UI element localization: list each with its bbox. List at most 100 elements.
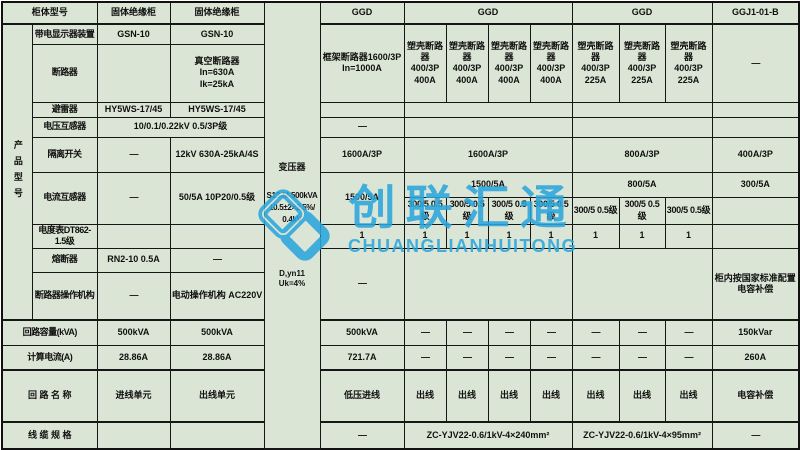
cell-cable-b bbox=[169, 421, 265, 450]
cell-isolator-a: — bbox=[96, 136, 171, 173]
cell-ggj-cable: — bbox=[711, 421, 800, 450]
cell-g1-out-1: 出线 bbox=[403, 369, 447, 423]
cell-mccb-g1-3: 塑壳断路器 400/3P 400A bbox=[487, 23, 531, 103]
cell-ggj-bus: 400A/3P bbox=[711, 136, 800, 173]
cell-lv-current: 721.7A bbox=[319, 344, 405, 371]
cell-breaker-a bbox=[96, 43, 171, 103]
header-ggd-single: GGD bbox=[319, 1, 405, 25]
cell-g1-qty-2: 1 bbox=[445, 223, 489, 249]
cell-mechanism-a: — bbox=[96, 271, 171, 321]
cell-ggj-blank-1 bbox=[711, 101, 800, 118]
transformer-title: 变压器 bbox=[278, 161, 306, 172]
cell-g2-ctcell-3: 300/5 0.5级 bbox=[664, 196, 713, 225]
cell-g2-blank-2 bbox=[571, 116, 713, 138]
cell-g1-ct: 1500/5A bbox=[403, 171, 573, 198]
cell-g2-ctcell-1: 300/5 0.5级 bbox=[571, 196, 620, 225]
cell-g1-qty-4: 1 bbox=[529, 223, 573, 249]
cell-circuit-b: 出线单元 bbox=[169, 369, 265, 423]
cell-g2-out-2: 出线 bbox=[618, 369, 666, 423]
cell-arrester-b: HY5WS-17/45 bbox=[169, 101, 265, 118]
cell-g1-cable: ZC-YJV22-0.6/1kV-4×240mm² bbox=[403, 421, 573, 450]
cell-display-b: GSN-10 bbox=[169, 23, 265, 45]
cell-ggj-circuit: 电容补偿 bbox=[711, 369, 800, 423]
cell-fuse-a: RN2-10 0.5A bbox=[96, 247, 171, 273]
header-ggj: GGJ1-01-B bbox=[711, 1, 800, 25]
cell-current-a: 28.86A bbox=[96, 344, 171, 371]
cell-mechanism-b: 电动操作机构 AC220V bbox=[169, 271, 265, 321]
cell-lv-cable: — bbox=[319, 421, 405, 450]
cell-g2-bus: 800A/3P bbox=[571, 136, 713, 173]
row-label-arrester: 避雷器 bbox=[31, 101, 98, 118]
cell-lv-dash: — bbox=[319, 247, 405, 321]
cell-ct-b: 50/5A 10P20/0.5级 bbox=[169, 171, 265, 225]
row-label-mechanism: 断路器操作机构 bbox=[31, 271, 98, 321]
row-label-ct: 电流互感器 bbox=[31, 171, 98, 225]
cell-g1-cur-2: — bbox=[445, 344, 489, 371]
cell-lv-capacity: 500kVA bbox=[319, 319, 405, 346]
row-label-isolator: 隔离开关 bbox=[31, 136, 98, 173]
cell-lv-blank-1 bbox=[319, 101, 405, 118]
cell-ggj-blank-2 bbox=[711, 116, 800, 138]
cell-g1-cap-4: — bbox=[529, 319, 573, 346]
cell-ggj-blank-4 bbox=[711, 223, 800, 249]
cell-g2-qty-2: 1 bbox=[618, 223, 666, 249]
cell-pt-ab: 10/0.1/0.22kV 0.5/3P级 bbox=[96, 116, 265, 138]
cell-ggj-breaker-dash: — bbox=[711, 23, 800, 103]
transformer-model: S13-M-500kVA bbox=[266, 191, 318, 201]
transformer-vector: D,yn11 Uk=4% bbox=[278, 269, 306, 289]
row-label-pt: 电压互感器 bbox=[31, 116, 98, 138]
cell-g1-cur-3: — bbox=[487, 344, 531, 371]
cell-g1-blank-3 bbox=[403, 247, 573, 321]
cell-mccb-g1-1: 塑壳断路器 400/3P 400A bbox=[403, 23, 447, 103]
cell-g1-cap-3: — bbox=[487, 319, 531, 346]
cell-g1-cap-1: — bbox=[403, 319, 447, 346]
cell-g2-blank-1 bbox=[571, 101, 713, 118]
cell-g2-cur-1: — bbox=[571, 344, 620, 371]
transformer-column: 变压器 S13-M-500kVA 10.5±2×2.5%/ 0.4kV D,yn… bbox=[263, 1, 321, 450]
cell-acb-incoming: 框架断路器1600/3P In=1000A bbox=[319, 23, 405, 103]
cell-g2-qty-1: 1 bbox=[571, 223, 620, 249]
cell-meter-b bbox=[169, 223, 265, 249]
cell-lv-pt-dash: — bbox=[319, 116, 405, 138]
cell-mccb-g1-2: 塑壳断路器 400/3P 400A bbox=[445, 23, 489, 103]
cell-g1-ctcell-2: 300/5 0.5级 bbox=[445, 196, 489, 225]
cell-g2-cur-2: — bbox=[618, 344, 666, 371]
side-label: 产品型号 bbox=[1, 23, 33, 321]
row-label-current: 计算电流(A) bbox=[1, 344, 98, 371]
cell-lv-bus: 1600A/3P bbox=[319, 136, 405, 173]
cell-g2-blank-3 bbox=[571, 247, 713, 321]
cell-mccb-g1-4: 塑壳断路器 400/3P 400A bbox=[529, 23, 573, 103]
cell-g1-out-4: 出线 bbox=[529, 369, 573, 423]
header-cabinet-b: 固体绝缘柜 bbox=[169, 1, 265, 25]
row-label-fuse: 熔断器 bbox=[31, 247, 98, 273]
cell-g1-blank-2 bbox=[403, 116, 573, 138]
cell-circuit-a: 进线单元 bbox=[96, 369, 171, 423]
cell-g1-cur-1: — bbox=[403, 344, 447, 371]
cell-g1-cur-4: — bbox=[529, 344, 573, 371]
cell-capacity-a: 500kVA bbox=[96, 319, 171, 346]
cell-meter-a bbox=[96, 223, 171, 249]
row-label-meter: 电度表DT862-1.5级 bbox=[31, 223, 98, 249]
cell-g1-cap-2: — bbox=[445, 319, 489, 346]
cell-g1-out-3: 出线 bbox=[487, 369, 531, 423]
cell-ggj-capacity: 150kVar bbox=[711, 319, 800, 346]
transformer-tap: 10.5±2×2.5%/ bbox=[269, 203, 315, 213]
header-model-label: 柜体型号 bbox=[1, 1, 98, 25]
cell-ggj-current: 260A bbox=[711, 344, 800, 371]
cell-g1-bus: 1600A/3P bbox=[403, 136, 573, 173]
cell-ct-a: — bbox=[96, 171, 171, 225]
transformer-lv: 0.4kV bbox=[282, 215, 302, 225]
cell-g1-blank-1 bbox=[403, 101, 573, 118]
cell-g1-qty-1: 1 bbox=[403, 223, 447, 249]
cell-arrester-a: HY5WS-17/45 bbox=[96, 101, 171, 118]
cell-lv-qty: 1 bbox=[319, 223, 405, 249]
cell-g1-qty-3: 1 bbox=[487, 223, 531, 249]
row-label-breaker: 断路器 bbox=[31, 43, 98, 103]
cell-lv-circuit: 低压进线 bbox=[319, 369, 405, 423]
cell-ggj-note: 柜内按国家标准配置 电容补偿 bbox=[711, 247, 800, 321]
header-cabinet-a: 固体绝缘柜 bbox=[96, 1, 171, 25]
cell-g1-ctcell-1: 300/5 0.5级 bbox=[403, 196, 447, 225]
cell-isolator-b: 12kV 630A-25kA/4S bbox=[169, 136, 265, 173]
cell-mccb-g2-1: 塑壳断路器 400/3P 225A bbox=[571, 23, 620, 103]
cell-g2-qty-3: 1 bbox=[664, 223, 713, 249]
